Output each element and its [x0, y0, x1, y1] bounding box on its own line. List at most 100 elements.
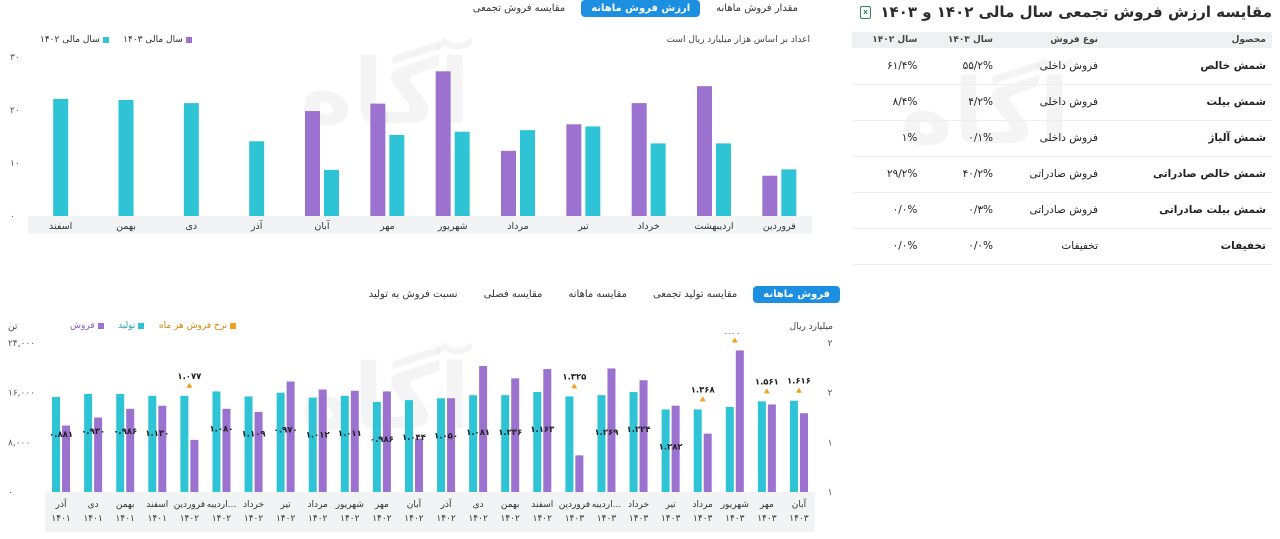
x-tick-month: تیر [665, 500, 677, 510]
bar-1402 [781, 169, 797, 216]
x-tick-month: فروردین [559, 500, 590, 510]
bar-sales [799, 413, 808, 492]
x-tick-month: اسفند [146, 500, 168, 510]
cell-1403: ۴۰/۲% [923, 156, 999, 193]
bar-production [725, 406, 734, 492]
bar-sales [479, 365, 488, 492]
x-tick-year: ۱۴۰۲ [212, 514, 232, 524]
cell-sale-type: تخفیفات [999, 228, 1104, 265]
bar-1402 [454, 131, 470, 216]
right-y-tick-label: ۲ [828, 389, 833, 399]
x-tick-year: ۱۴۰۲ [501, 514, 521, 524]
y-tick-label: ۰ [10, 212, 15, 222]
bar-1403 [762, 175, 778, 216]
left-y-tick-label: ۲۴,۰۰۰ [8, 339, 35, 349]
right-axis-unit: میلیارد ریال [789, 322, 833, 332]
bar-1402 [520, 130, 535, 216]
top-chart-legend: سال مالی ۱۴۰۳ سال مالی ۱۴۰۲ [40, 35, 195, 45]
x-tick-month: آبان [407, 498, 422, 510]
tab-cumulative-production[interactable]: مقایسه تولید تجمعی [652, 289, 738, 300]
bar-production [372, 401, 381, 492]
bar-1402 [183, 103, 199, 216]
bar-1402 [716, 143, 731, 216]
x-tick-label: فروردین [763, 221, 796, 232]
right-y-tick-label: ۱ [828, 438, 833, 448]
x-tick-month: اردیبه... [592, 500, 622, 510]
bar-1403 [566, 124, 582, 216]
bottom-bar-chart: ۰ ۸,۰۰۰ ۱۶,۰۰۰ ۲۴,۰۰۰ ۱ ۱ ۲ ۲ ۰.۸۸۱ آذر ۱۴۰۱ ۰.۹۳۰ د… [8, 333, 833, 532]
comparison-table: محصول نوع فروش سال ۱۴۰۳ سال ۱۴۰۲ شمش خال… [852, 32, 1272, 265]
bar-production [340, 395, 349, 492]
bar-sales [511, 378, 520, 492]
x-tick-month: شهریور [335, 500, 364, 510]
sales-rate-marker [731, 337, 738, 343]
bar-production [693, 409, 702, 492]
bar-sales [703, 433, 712, 492]
bar-production [469, 395, 478, 492]
cell-sale-type: فروش صادراتی [999, 156, 1104, 193]
x-tick-month: بهمن [116, 500, 135, 510]
bar-production [212, 391, 221, 492]
sales-rate-marker [186, 382, 193, 388]
bar-production [501, 395, 510, 492]
header-product: محصول [1104, 32, 1272, 48]
bar-production [565, 396, 574, 492]
bar-sales [735, 350, 744, 492]
bar-production [244, 396, 253, 492]
x-tick-label: مرداد [507, 221, 528, 232]
table-title: مقایسه ارزش فروش تجمعی سال مالی ۱۴۰۲ و ۱… [880, 3, 1272, 21]
tab-seasonal-comparison[interactable]: مقایسه فصلی [483, 289, 543, 300]
x-tick-year: ۱۴۰۲ [308, 514, 328, 524]
x-tick-label: خرداد [638, 221, 660, 232]
x-tick-month: مهر [759, 500, 774, 510]
bar-1403 [435, 71, 451, 216]
sales-rate-label: ۱.۲۲۴ [627, 425, 651, 435]
table-row: شمش بیلت صادراتی فروش صادراتی ۰/۳% ۰/۰% [852, 192, 1272, 229]
tab-monthly-sales[interactable]: فروش ماهانه [753, 286, 840, 303]
excel-icon[interactable]: x [860, 5, 871, 19]
legend-item-sales: فروش [70, 321, 107, 331]
x-tick-month: تیر [280, 500, 292, 510]
bar-sales [639, 380, 648, 492]
bar-1402 [118, 99, 134, 216]
bar-sales [126, 408, 135, 492]
sales-rate-label: ۱.۶۱۶ [787, 377, 811, 387]
sales-rate-label: ۱.۲۶۹ [594, 428, 619, 438]
x-tick-year: ۱۴۰۱ [83, 514, 102, 524]
bar-production [116, 393, 125, 492]
x-tick-year: ۱۴۰۲ [436, 514, 456, 524]
cell-1403: ۰/۳% [923, 192, 999, 229]
x-tick-year: ۱۴۰۳ [629, 514, 649, 524]
x-tick-month: مهر [374, 500, 389, 510]
cell-product: شمش خالص صادراتی [1104, 156, 1272, 193]
sales-rate-label: ۰.۹۸۶ [370, 435, 394, 445]
sales-rate-label: ۱.۳۶۸ [691, 385, 716, 395]
tab-monthly-comparison[interactable]: مقایسه ماهانه [568, 289, 627, 300]
bar-1402 [53, 98, 69, 216]
cell-1402: ۰/۰% [852, 192, 924, 229]
sales-rate-label: ۱.۱۶۳ [530, 425, 555, 435]
bar-1403 [501, 150, 516, 216]
x-tick-month: آذر [55, 498, 67, 510]
cell-1402: ۶۱/۴% [852, 48, 924, 85]
tab-sales-to-production[interactable]: نسبت فروش به تولید [368, 289, 458, 300]
x-tick-month: دی [88, 500, 99, 510]
bar-production [757, 401, 766, 492]
x-tick-year: ۱۴۰۳ [693, 514, 713, 524]
x-tick-month: بهمن [501, 500, 520, 510]
tab-cumulative-comparison[interactable]: مقایسه فروش تجمعی [472, 3, 566, 14]
header-sale-type: نوع فروش [999, 32, 1104, 48]
bar-sales [318, 389, 327, 492]
legend-item-production: تولید [118, 321, 147, 331]
table-row: شمش خالص صادراتی فروش صادراتی ۴۰/۲% ۲۹/۲% [852, 156, 1272, 193]
tab-monthly-value[interactable]: ارزش فروش ماهانه [581, 0, 701, 17]
sales-rate-label: ۱.۳۲۵ [562, 372, 586, 382]
sales-rate-marker [571, 383, 578, 389]
left-axis-unit: تن [8, 322, 18, 332]
cell-product: تخفیفات [1104, 228, 1272, 265]
sales-rate-label: ۱.۰۱۱ [338, 429, 362, 439]
tab-monthly-quantity[interactable]: مقدار فروش ماهانه [716, 3, 798, 14]
cell-sale-type: فروش صادراتی [999, 192, 1104, 229]
sales-rate-marker [795, 387, 802, 393]
header-1403: سال ۱۴۰۳ [923, 32, 999, 48]
